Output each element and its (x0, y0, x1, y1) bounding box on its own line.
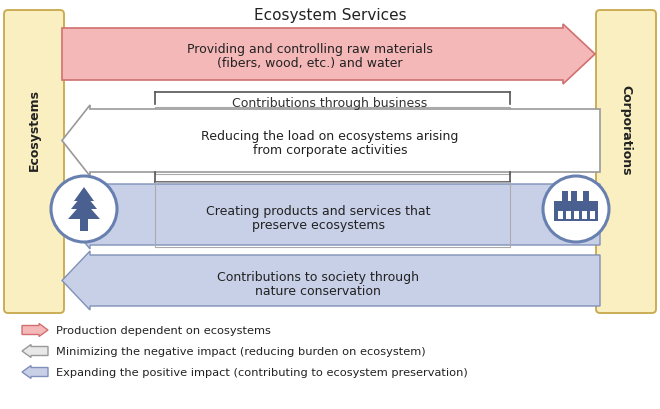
Bar (554, 202, 598, 221)
Text: Production dependent on ecosystems: Production dependent on ecosystems (56, 325, 271, 335)
Text: Expanding the positive impact (contributing to ecosystem preservation): Expanding the positive impact (contribut… (56, 367, 468, 377)
Text: nature conservation: nature conservation (255, 284, 381, 297)
Bar (558, 211, 563, 220)
Bar (80, 220, 88, 231)
FancyArrow shape (62, 25, 595, 85)
Text: Ecosystem Services: Ecosystem Services (253, 8, 407, 23)
Text: Providing and controlling raw materials: Providing and controlling raw materials (187, 43, 433, 55)
Polygon shape (71, 193, 97, 209)
Bar (562, 191, 568, 209)
Text: preserve ecosystems: preserve ecosystems (251, 218, 385, 231)
Text: from corporate activities: from corporate activities (253, 144, 407, 157)
FancyArrow shape (22, 324, 48, 337)
FancyArrow shape (62, 106, 600, 177)
Circle shape (543, 177, 609, 243)
Bar (574, 211, 579, 220)
Polygon shape (68, 202, 100, 220)
FancyBboxPatch shape (596, 11, 656, 313)
Bar (583, 191, 589, 209)
Text: (fibers, wood, etc.) and water: (fibers, wood, etc.) and water (217, 56, 403, 70)
Text: Minimizing the negative impact (reducing burden on ecosystem): Minimizing the negative impact (reducing… (56, 346, 426, 356)
Text: Contributions to society through: Contributions to society through (217, 270, 419, 283)
FancyArrow shape (62, 180, 600, 249)
Polygon shape (74, 188, 94, 202)
Bar (590, 211, 595, 220)
FancyArrow shape (62, 252, 600, 310)
Text: Reducing the load on ecosystems arising: Reducing the load on ecosystems arising (201, 130, 459, 143)
Bar (582, 211, 587, 220)
Bar (566, 211, 571, 220)
Circle shape (51, 177, 117, 243)
FancyBboxPatch shape (155, 108, 510, 175)
FancyBboxPatch shape (4, 11, 64, 313)
Text: Contributions through business: Contributions through business (232, 97, 428, 110)
FancyArrow shape (22, 345, 48, 357)
Text: Ecosystems: Ecosystems (28, 89, 40, 171)
Text: Creating products and services that: Creating products and services that (206, 204, 430, 218)
Text: Corporations: Corporations (620, 85, 632, 175)
Bar (571, 191, 577, 209)
FancyArrow shape (22, 366, 48, 379)
